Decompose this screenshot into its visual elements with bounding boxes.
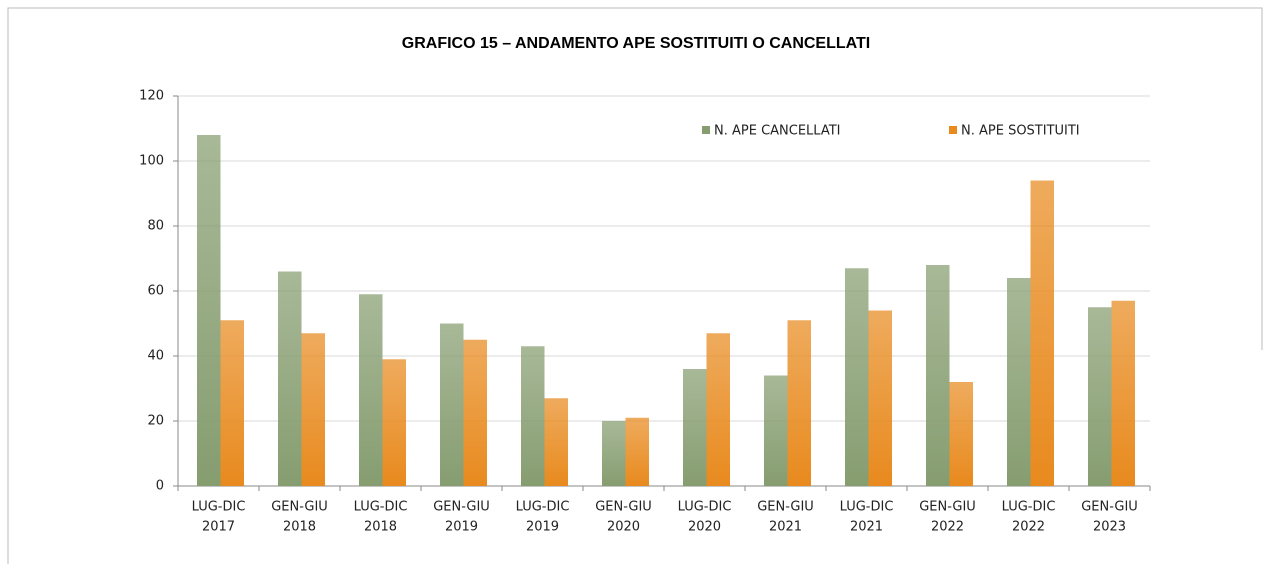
bar <box>625 417 649 486</box>
y-tick-label: 40 <box>147 349 164 364</box>
x-tick-label: 2023 <box>1093 520 1126 535</box>
x-tick-label: LUG-DIC <box>840 500 894 515</box>
bar <box>359 294 383 486</box>
bar <box>1007 278 1031 486</box>
x-tick-label: GEN-GIU <box>271 500 328 515</box>
bar <box>278 271 302 486</box>
y-tick-label: 120 <box>139 89 164 104</box>
x-tick-label: 2020 <box>688 520 721 535</box>
y-tick-label: 60 <box>147 284 164 299</box>
x-tick-label: GEN-GIU <box>433 500 490 515</box>
legend-label: N. APE SOSTITUITI <box>961 124 1080 139</box>
x-tick-label: LUG-DIC <box>678 500 732 515</box>
x-tick-label: LUG-DIC <box>192 500 246 515</box>
bar <box>787 320 811 486</box>
bar <box>949 382 973 486</box>
y-tick-label: 100 <box>139 154 164 169</box>
x-tick-label: LUG-DIC <box>1002 500 1056 515</box>
bar <box>602 421 626 486</box>
bar <box>1030 180 1054 486</box>
x-tick-label: LUG-DIC <box>516 500 570 515</box>
bar <box>220 320 244 486</box>
bar <box>764 375 788 486</box>
legend-label: N. APE CANCELLATI <box>714 124 841 139</box>
bar <box>197 135 221 486</box>
bar <box>706 333 730 486</box>
x-tick-label: 2019 <box>445 520 478 535</box>
y-tick-label: 20 <box>147 414 164 429</box>
bar <box>868 310 892 486</box>
bar <box>683 369 707 486</box>
x-tick-label: GEN-GIU <box>919 500 976 515</box>
legend-swatch <box>702 126 710 134</box>
x-tick-label: 2021 <box>769 520 802 535</box>
bar <box>521 346 545 486</box>
bar <box>1111 300 1135 486</box>
x-tick-label: 2022 <box>931 520 964 535</box>
bar <box>544 398 568 486</box>
y-tick-label: 80 <box>147 219 164 234</box>
bar <box>463 339 487 486</box>
bar <box>382 359 406 486</box>
x-tick-label: GEN-GIU <box>1081 500 1138 515</box>
x-tick-label: 2017 <box>202 520 235 535</box>
x-tick-label: 2018 <box>364 520 397 535</box>
x-tick-label: 2021 <box>850 520 883 535</box>
bar <box>440 323 464 486</box>
y-tick-label: 0 <box>156 479 164 494</box>
bar <box>845 268 869 486</box>
bar <box>301 333 325 486</box>
x-tick-label: LUG-DIC <box>354 500 408 515</box>
bar <box>926 265 950 486</box>
x-tick-label: GEN-GIU <box>757 500 814 515</box>
chart-title: GRAFICO 15 – ANDAMENTO APE SOSTITUITI O … <box>402 35 870 52</box>
x-tick-label: GEN-GIU <box>595 500 652 515</box>
bar <box>1088 307 1112 486</box>
legend-swatch <box>949 126 957 134</box>
x-tick-label: 2020 <box>607 520 640 535</box>
x-tick-label: 2019 <box>526 520 559 535</box>
frame <box>7 7 1263 564</box>
x-tick-label: 2022 <box>1012 520 1045 535</box>
x-tick-label: 2018 <box>283 520 316 535</box>
